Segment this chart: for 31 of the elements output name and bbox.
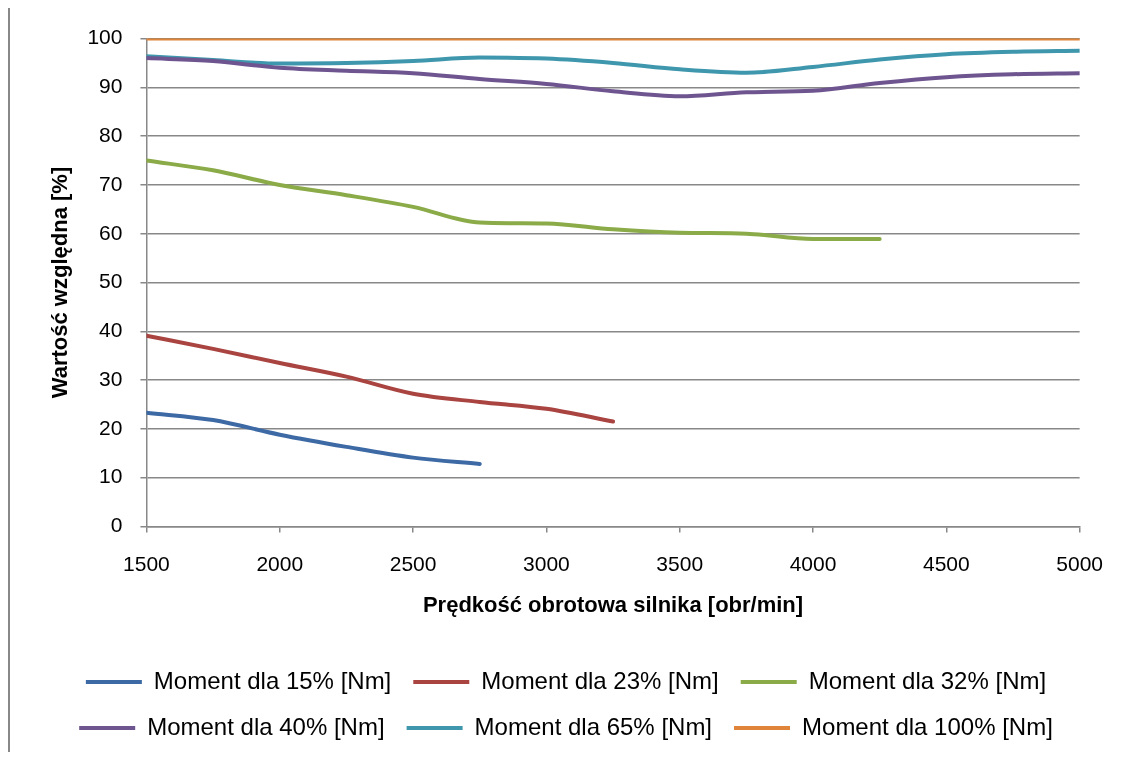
y-tick-label: 90	[99, 74, 123, 98]
x-tick-label: 3000	[523, 551, 570, 575]
line-series	[146, 410, 482, 466]
x-tick-label: 5000	[1056, 551, 1103, 575]
x-tick-label: 2000	[256, 551, 304, 575]
y-tick-label: 20	[99, 415, 123, 439]
line-series	[146, 333, 616, 424]
y-tick-label: 10	[99, 464, 123, 488]
legend-label: Moment dla 40% [Nm]	[147, 712, 385, 740]
x-tick-label: 3500	[656, 551, 704, 575]
line-series	[146, 48, 1080, 75]
x-tick-label: 1500	[123, 551, 170, 575]
legend-label: Moment dla 15% [Nm]	[153, 666, 392, 694]
y-tick-label: 30	[99, 366, 123, 390]
x-tick-label: 4500	[922, 551, 970, 575]
y-axis-title: Wartość względna [%]	[47, 166, 73, 399]
legend-label: Moment dla 100% [Nm]	[802, 712, 1053, 740]
legend-label: Moment dla 32% [Nm]	[808, 666, 1047, 694]
y-tick-label: 0	[110, 513, 123, 537]
y-tick-label: 100	[87, 25, 123, 49]
y-tick-label: 40	[99, 318, 123, 342]
x-tick-label: 2500	[389, 551, 437, 575]
legend-label: Moment dla 65% [Nm]	[474, 712, 713, 740]
y-tick-label: 60	[99, 220, 123, 244]
x-tick-label: 4000	[789, 551, 837, 575]
y-tick-label: 70	[99, 171, 123, 195]
line-series	[146, 158, 882, 242]
legend-label: Moment dla 23% [Nm]	[481, 666, 719, 694]
y-tick-label: 80	[99, 122, 123, 146]
x-axis-title: Prędkość obrotowa silnika [obr/min]	[422, 591, 804, 617]
y-tick-label: 50	[99, 269, 123, 293]
